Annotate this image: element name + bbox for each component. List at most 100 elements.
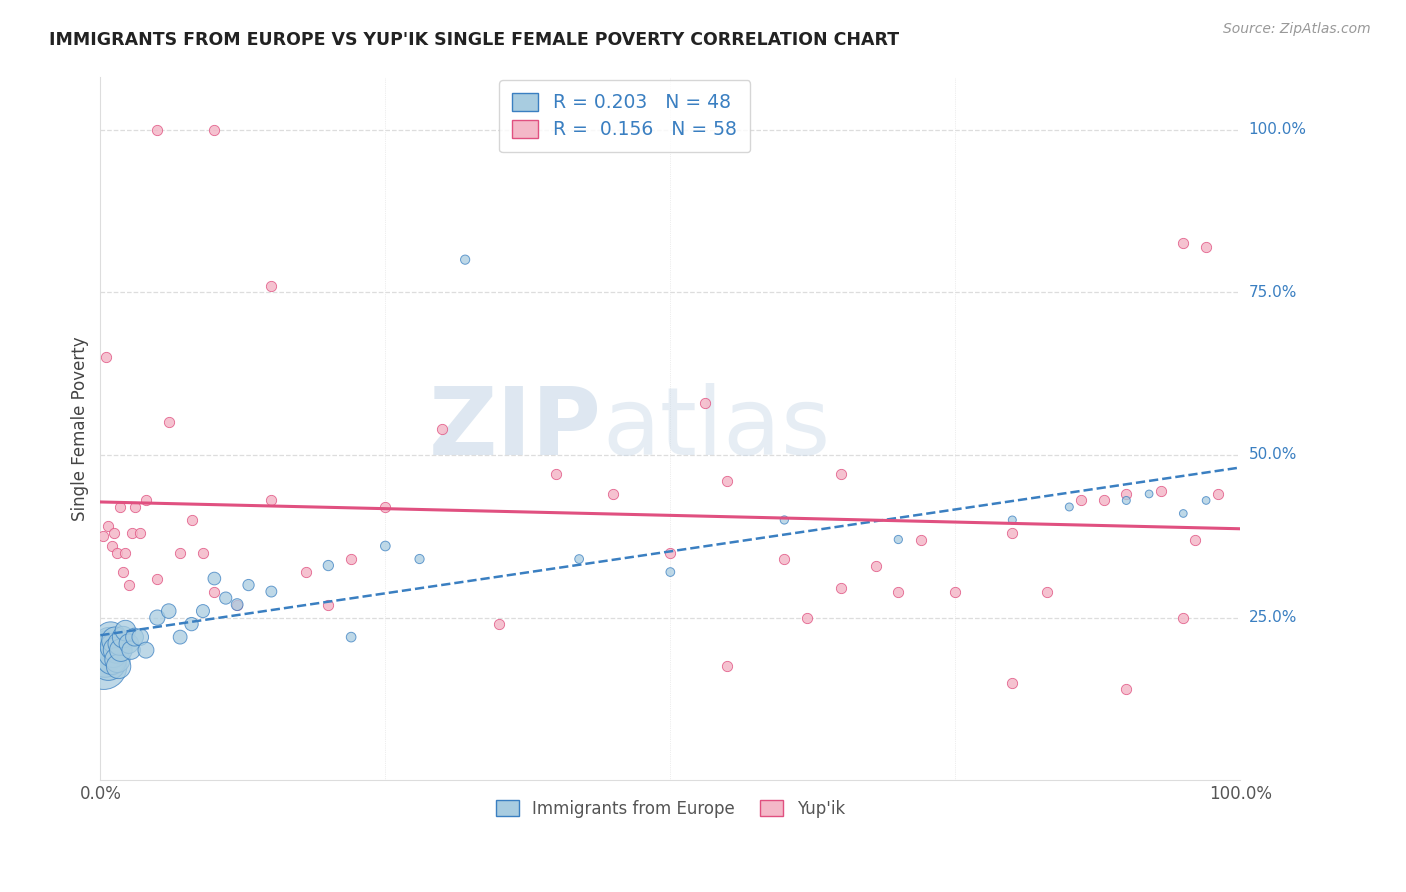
- Point: [1115, 682, 1137, 697]
- Point: [110, 643, 132, 657]
- Text: atlas: atlas: [602, 383, 830, 475]
- Point: [121, 526, 143, 541]
- Point: [796, 610, 818, 624]
- Point: [1195, 493, 1218, 508]
- Point: [108, 500, 131, 514]
- Point: [97, 519, 120, 533]
- Point: [716, 474, 738, 488]
- Point: [830, 582, 852, 596]
- Point: [1001, 513, 1024, 527]
- Point: [1173, 507, 1195, 521]
- Point: [454, 252, 477, 267]
- Point: [202, 572, 225, 586]
- Point: [408, 552, 430, 566]
- Point: [96, 647, 118, 661]
- Point: [100, 653, 122, 667]
- Point: [191, 545, 214, 559]
- Text: Source: ZipAtlas.com: Source: ZipAtlas.com: [1223, 22, 1371, 37]
- Point: [215, 591, 238, 605]
- Point: [887, 533, 910, 547]
- Point: [169, 545, 191, 559]
- Point: [432, 422, 454, 436]
- Point: [107, 545, 129, 559]
- Point: [340, 552, 363, 566]
- Point: [716, 659, 738, 673]
- Point: [93, 659, 115, 673]
- Point: [98, 637, 121, 651]
- Text: 25.0%: 25.0%: [1249, 610, 1296, 625]
- Point: [135, 643, 157, 657]
- Point: [100, 539, 122, 553]
- Point: [294, 565, 316, 579]
- Point: [103, 640, 125, 654]
- Text: 75.0%: 75.0%: [1249, 285, 1296, 300]
- Point: [180, 513, 202, 527]
- Point: [865, 558, 887, 573]
- Point: [1115, 487, 1137, 501]
- Point: [157, 416, 180, 430]
- Point: [260, 584, 283, 599]
- Point: [693, 396, 716, 410]
- Point: [659, 565, 682, 579]
- Point: [260, 278, 283, 293]
- Point: [135, 493, 157, 508]
- Point: [226, 598, 249, 612]
- Point: [238, 578, 260, 592]
- Point: [104, 633, 127, 648]
- Point: [103, 526, 125, 541]
- Point: [887, 584, 910, 599]
- Text: 50.0%: 50.0%: [1249, 448, 1296, 462]
- Point: [191, 604, 214, 618]
- Point: [202, 584, 225, 599]
- Text: ZIP: ZIP: [429, 383, 602, 475]
- Point: [659, 545, 682, 559]
- Point: [129, 630, 152, 644]
- Point: [100, 630, 122, 644]
- Point: [94, 649, 117, 664]
- Point: [1206, 487, 1229, 501]
- Point: [107, 659, 129, 673]
- Point: [602, 487, 624, 501]
- Point: [114, 624, 136, 638]
- Legend: Immigrants from Europe, Yup'ik: Immigrants from Europe, Yup'ik: [489, 793, 852, 825]
- Point: [943, 584, 966, 599]
- Point: [1173, 236, 1195, 251]
- Y-axis label: Single Female Poverty: Single Female Poverty: [72, 336, 89, 521]
- Point: [105, 643, 128, 657]
- Point: [129, 526, 152, 541]
- Point: [1059, 500, 1081, 514]
- Point: [1173, 610, 1195, 624]
- Point: [124, 630, 146, 644]
- Text: IMMIGRANTS FROM EUROPE VS YUP'IK SINGLE FEMALE POVERTY CORRELATION CHART: IMMIGRANTS FROM EUROPE VS YUP'IK SINGLE …: [49, 31, 900, 49]
- Point: [374, 500, 396, 514]
- Point: [94, 643, 117, 657]
- Point: [1195, 240, 1218, 254]
- Point: [773, 513, 796, 527]
- Point: [773, 552, 796, 566]
- Text: 100.0%: 100.0%: [1249, 122, 1306, 137]
- Point: [112, 630, 135, 644]
- Point: [124, 500, 146, 514]
- Point: [318, 558, 340, 573]
- Point: [374, 539, 396, 553]
- Point: [1092, 493, 1115, 508]
- Point: [118, 578, 141, 592]
- Point: [180, 617, 202, 632]
- Point: [488, 617, 510, 632]
- Point: [112, 565, 135, 579]
- Point: [202, 122, 225, 136]
- Point: [118, 637, 141, 651]
- Point: [101, 647, 124, 661]
- Point: [1115, 493, 1137, 508]
- Point: [120, 643, 142, 657]
- Point: [97, 656, 120, 670]
- Point: [108, 637, 131, 651]
- Point: [910, 533, 932, 547]
- Point: [1070, 493, 1092, 508]
- Point: [157, 604, 180, 618]
- Point: [1137, 487, 1160, 501]
- Point: [226, 598, 249, 612]
- Point: [107, 653, 129, 667]
- Point: [1001, 675, 1024, 690]
- Point: [546, 467, 568, 482]
